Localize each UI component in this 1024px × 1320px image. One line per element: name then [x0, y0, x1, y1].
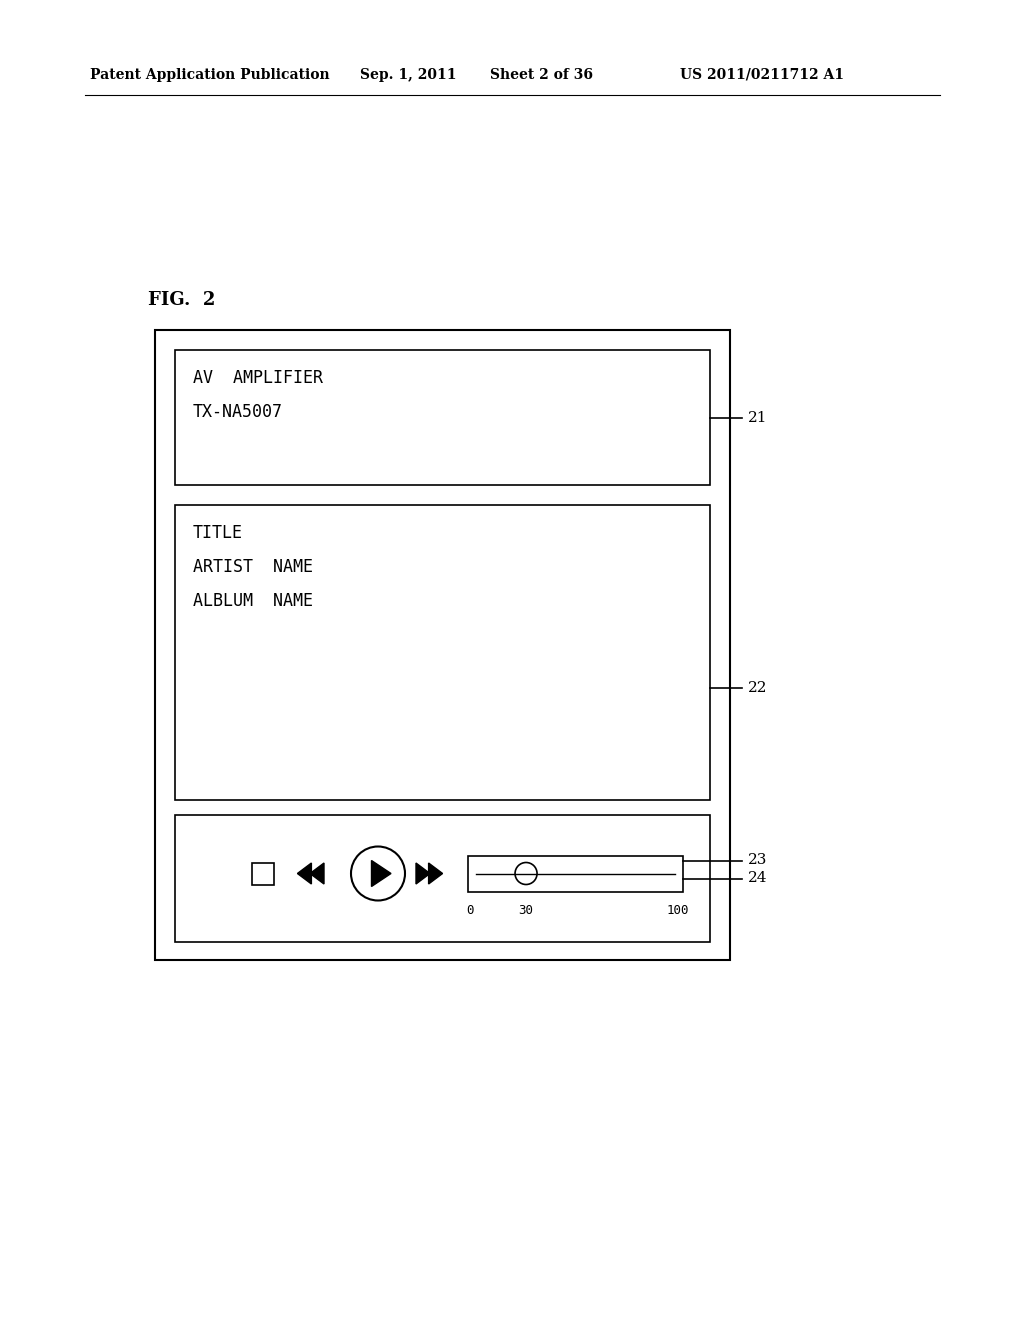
- Bar: [175, 506, 710, 800]
- Text: ALBLUM  NAME: ALBLUM NAME: [193, 591, 313, 610]
- Text: ARTIST  NAME: ARTIST NAME: [193, 558, 313, 576]
- Text: FIG.  2: FIG. 2: [148, 290, 215, 309]
- Text: 0: 0: [466, 903, 474, 916]
- Text: 30: 30: [518, 903, 534, 916]
- Bar: [252, 862, 274, 884]
- Bar: [175, 814, 710, 942]
- Text: AV  AMPLIFIER: AV AMPLIFIER: [193, 370, 323, 387]
- Text: Patent Application Publication: Patent Application Publication: [90, 69, 330, 82]
- Polygon shape: [310, 863, 324, 884]
- Text: 24: 24: [748, 871, 768, 886]
- Text: Sep. 1, 2011: Sep. 1, 2011: [360, 69, 457, 82]
- Circle shape: [515, 862, 537, 884]
- Bar: [175, 350, 710, 484]
- Text: TX-NA5007: TX-NA5007: [193, 403, 283, 421]
- Circle shape: [351, 846, 406, 900]
- Polygon shape: [416, 863, 430, 884]
- Polygon shape: [372, 861, 391, 887]
- Text: 23: 23: [748, 854, 767, 867]
- Polygon shape: [429, 863, 442, 884]
- Text: US 2011/0211712 A1: US 2011/0211712 A1: [680, 69, 844, 82]
- Bar: [468, 855, 683, 891]
- Text: 21: 21: [748, 411, 768, 425]
- Text: 22: 22: [748, 681, 768, 694]
- Text: Sheet 2 of 36: Sheet 2 of 36: [490, 69, 593, 82]
- Text: 100: 100: [667, 903, 689, 916]
- Polygon shape: [297, 863, 311, 884]
- Bar: [155, 330, 730, 960]
- Text: TITLE: TITLE: [193, 524, 243, 543]
